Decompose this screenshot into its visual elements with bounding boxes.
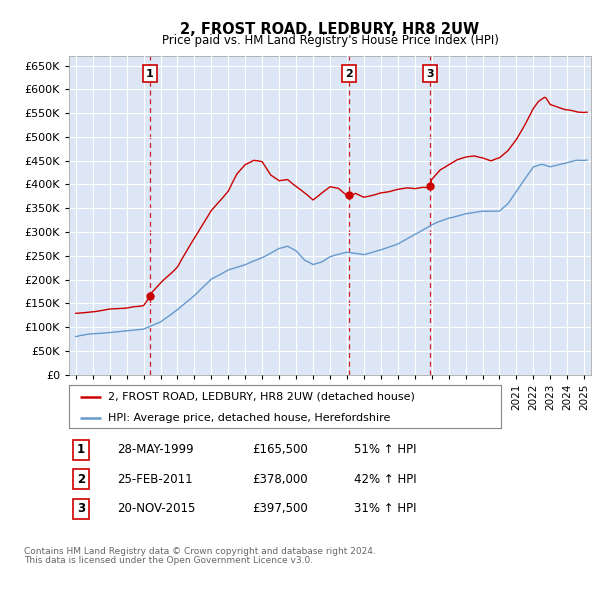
Text: 31% ↑ HPI: 31% ↑ HPI: [354, 502, 416, 515]
Text: 1: 1: [146, 68, 154, 78]
Text: 2, FROST ROAD, LEDBURY, HR8 2UW: 2, FROST ROAD, LEDBURY, HR8 2UW: [181, 22, 479, 37]
Text: This data is licensed under the Open Government Licence v3.0.: This data is licensed under the Open Gov…: [24, 556, 313, 565]
Text: 20-NOV-2015: 20-NOV-2015: [117, 502, 196, 515]
Text: £378,000: £378,000: [252, 473, 308, 486]
Text: 1: 1: [77, 443, 85, 456]
Text: 3: 3: [77, 502, 85, 515]
Text: 2: 2: [346, 68, 353, 78]
Text: 2: 2: [77, 473, 85, 486]
Text: £165,500: £165,500: [252, 443, 308, 456]
Text: 3: 3: [426, 68, 433, 78]
Text: 25-FEB-2011: 25-FEB-2011: [117, 473, 193, 486]
Text: 51% ↑ HPI: 51% ↑ HPI: [354, 443, 416, 456]
Text: 2, FROST ROAD, LEDBURY, HR8 2UW (detached house): 2, FROST ROAD, LEDBURY, HR8 2UW (detache…: [108, 392, 415, 402]
Text: £397,500: £397,500: [252, 502, 308, 515]
Text: HPI: Average price, detached house, Herefordshire: HPI: Average price, detached house, Here…: [108, 413, 390, 423]
Text: 42% ↑ HPI: 42% ↑ HPI: [354, 473, 416, 486]
Text: Contains HM Land Registry data © Crown copyright and database right 2024.: Contains HM Land Registry data © Crown c…: [24, 547, 376, 556]
Text: 28-MAY-1999: 28-MAY-1999: [117, 443, 194, 456]
Text: Price paid vs. HM Land Registry's House Price Index (HPI): Price paid vs. HM Land Registry's House …: [161, 34, 499, 47]
